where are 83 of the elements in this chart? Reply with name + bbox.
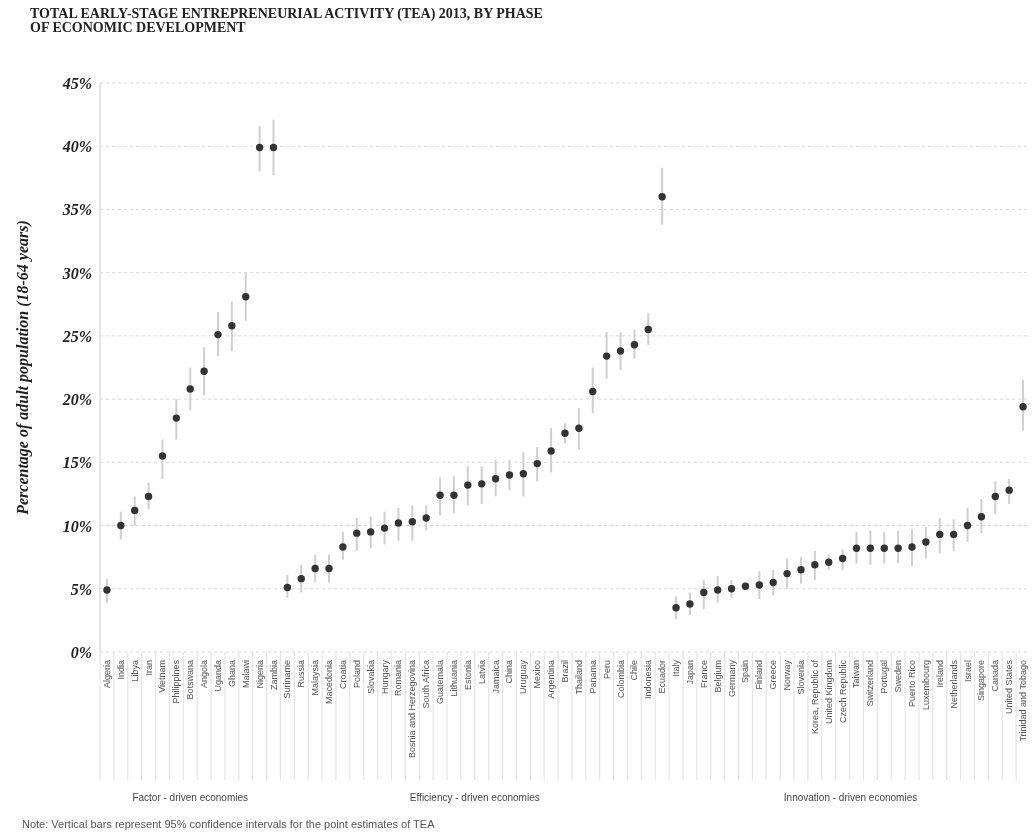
text: Factor - driven economies: [132, 791, 249, 803]
x-tick-label: Uruguay: [518, 659, 529, 695]
y-tick-label: 15%: [62, 453, 92, 471]
x-tick-label: Argentina: [546, 660, 557, 699]
y-tick-label: 35%: [61, 200, 92, 218]
x-tick-label: Norway: [782, 659, 793, 691]
x-tick-label: Romania: [393, 660, 404, 697]
x-tick-label: Uganda: [212, 660, 223, 692]
x-tick-label: Angola: [199, 660, 210, 689]
x-tick-label: Thailand: [573, 660, 584, 695]
x-tick-label: Mexico: [532, 660, 543, 689]
x-tick-label: Portugal: [879, 660, 890, 694]
x-tick-label: Greece: [768, 660, 779, 690]
x-tick-label: Nigeria: [254, 660, 265, 689]
x-tick-label: Guatemala: [435, 660, 446, 705]
x-tick-label: United Kingdom: [823, 660, 834, 725]
x-tick-label: Trinidad and Tobago: [1018, 660, 1029, 742]
text: Innovation - driven economies: [783, 791, 918, 803]
x-tick-label: Chile: [629, 660, 640, 681]
x-tick-label: Macedonia: [324, 660, 335, 705]
x-tick-label: Brazil: [560, 660, 570, 683]
x-tick-label: Czech Republic: [837, 659, 848, 724]
x-tick-label: Zambia: [268, 660, 279, 691]
x-tick-label: Singapore: [976, 660, 987, 702]
x-tick-label: Estonia: [462, 660, 473, 691]
x-tick-label: Lithuania: [448, 660, 459, 697]
y-tick-label: 30%: [61, 264, 92, 282]
x-tick-label: Puerto Rico: [907, 660, 918, 708]
x-tick-label: Iran: [143, 660, 154, 676]
chart-title: TOTAL EARLY-STAGE ENTREPRENEURIAL ACTIVITY (TEA) 2013, BY PHASE OF ECONOMIC DEVELOPMENT: [30, 6, 543, 35]
x-tick-label: India: [115, 660, 126, 680]
x-tick-label: Croatia: [337, 660, 348, 690]
x-tick-label: Poland: [351, 660, 362, 689]
x-tick-label: Malaysia: [310, 660, 321, 696]
x-tick-label: Indonesia: [643, 660, 654, 700]
x-tick-label: Canada: [990, 660, 1001, 692]
x-tick-label: Suriname: [282, 660, 293, 699]
x-tick-label: Peru: [601, 660, 612, 680]
x-tick-label: Malawi: [240, 660, 251, 689]
x-tick-label: Panama: [587, 660, 598, 694]
x-tick-label: Vietnam: [157, 660, 168, 693]
x-tick-label: South Africa: [421, 660, 432, 709]
x-tick-label: Japan: [684, 660, 695, 685]
x-tick-label: Slovakia: [365, 660, 376, 695]
text: Note: Vertical bars represent 95% confidence intervals for the point estimates of TEA: [22, 818, 435, 830]
y-tick-label: 20%: [61, 390, 92, 408]
x-tick-label: Russia: [296, 660, 307, 688]
x-tick-label: Germany: [726, 659, 737, 698]
x-tick-label: Switzerland: [865, 660, 876, 707]
x-tick-label: Netherlands: [948, 659, 959, 709]
x-tick-label: Colombia: [615, 660, 626, 699]
x-tick-label: Libya: [129, 660, 140, 682]
x-tick-label: Ecuador: [657, 660, 668, 694]
x-tick-label: Sweden: [893, 660, 904, 693]
y-tick-label: 25%: [61, 327, 92, 345]
x-tick-label: Hungary: [379, 659, 390, 695]
x-tick-label: Korea, Republic of: [809, 659, 820, 735]
x-tick-label: Algeria: [101, 660, 112, 689]
x-tick-label: Finland: [754, 660, 765, 690]
x-tick-label: Philippines: [171, 659, 182, 704]
x-tick-label: Italy: [671, 659, 682, 677]
y-tick-label: 5%: [70, 580, 92, 598]
x-tick-label: Israel: [962, 660, 973, 683]
x-tick-label: Spain: [740, 660, 751, 684]
x-tick-label: Botswana: [185, 660, 196, 700]
x-tick-label: France: [698, 660, 709, 689]
x-tick-label: Bosnia and Herzegovina: [407, 660, 418, 759]
y-tick-label: 40%: [61, 137, 92, 155]
y-tick-label: 45%: [61, 74, 92, 92]
text: Efficiency - driven economies: [409, 791, 540, 803]
x-tick-label: United States: [1004, 659, 1015, 715]
y-tick-label: 0%: [70, 643, 92, 661]
x-tick-label: Ghana: [226, 660, 237, 688]
y-tick-label: 10%: [62, 517, 92, 535]
x-tick-label: Belgium: [712, 660, 723, 693]
y-axis-title: Percentage of adult population (18-64 years): [13, 220, 32, 516]
x-tick-label: Luxembourg: [920, 660, 931, 711]
x-tick-label: Jamaica: [490, 660, 501, 694]
x-tick-label: Latvia: [476, 660, 487, 685]
x-tick-label: Ireland: [934, 660, 945, 688]
x-tick-label: China: [504, 660, 515, 684]
x-tick-label: Taiwan: [851, 660, 862, 689]
x-tick-label: Slovenia: [795, 660, 806, 695]
